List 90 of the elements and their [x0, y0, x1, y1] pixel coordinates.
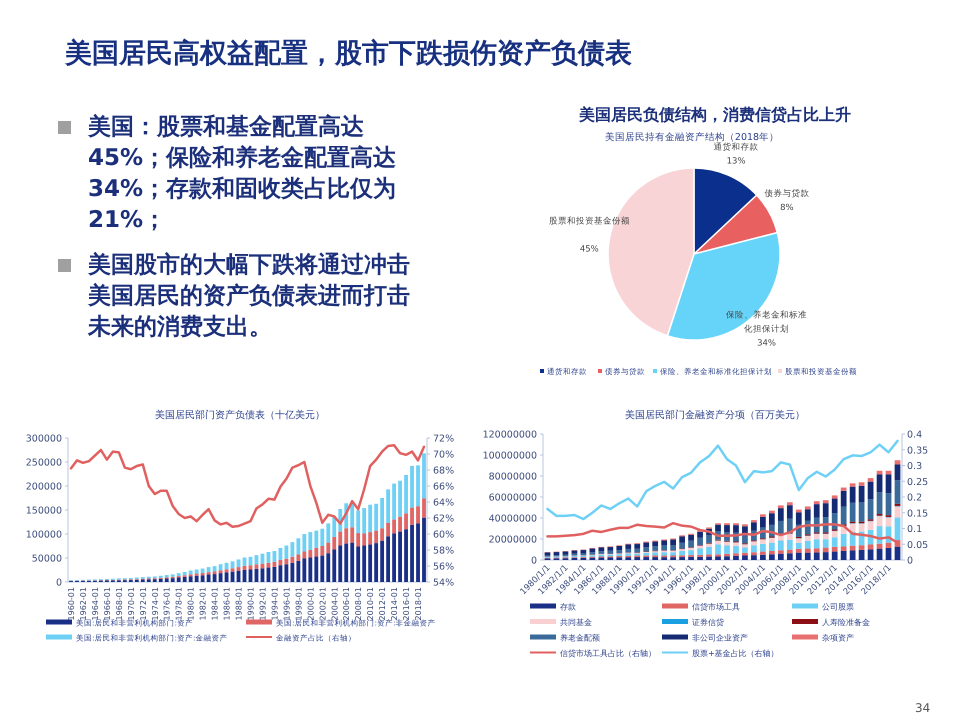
- x-tick-label: 1994-01: [270, 587, 280, 620]
- y2-tick-label: 0.05: [907, 540, 928, 551]
- y2-tick-label: 72%: [433, 434, 454, 444]
- y2-tick-label: 62%: [433, 514, 454, 524]
- y-tick-label: 120000000: [482, 430, 537, 440]
- x-tick-label: 2008-01: [354, 587, 364, 620]
- y-tick-label: 60000000: [488, 492, 537, 504]
- x-tick-label: 1960-01: [66, 587, 76, 620]
- y2-tick-label: 58%: [433, 546, 454, 556]
- legend-label: 杂项资产: [822, 634, 854, 642]
- data-label: 45%: [580, 244, 599, 254]
- x-tick-label: 1970-01: [126, 587, 136, 620]
- x-tick-label: 1966-01: [102, 587, 112, 620]
- x-tick-label: 2010-01: [366, 587, 376, 620]
- y2-tick-label: 68%: [433, 466, 454, 476]
- y-tick-label: 0: [56, 578, 62, 588]
- legend-label: 养老金配额: [560, 634, 600, 642]
- y2-tick-label: 0: [907, 556, 914, 566]
- y-tick-label: 50000: [32, 554, 62, 564]
- y2-tick-label: 70%: [433, 450, 454, 460]
- legend-label: 股票+基金占比（右轴）: [692, 649, 779, 658]
- x-tick-label: 2006-01: [342, 587, 352, 620]
- data-label: 8%: [780, 202, 794, 213]
- y2-tick-label: 0.25: [907, 476, 928, 488]
- text: 美国居民高权益配置，股市下跌损伤资产负债表: [64, 38, 632, 69]
- data-label: 34%: [757, 338, 776, 348]
- y2-tick-label: 0.3: [907, 461, 922, 472]
- chart-title: 美国居民部门金融资产分项（百万美元）: [625, 409, 805, 421]
- data-label: 13%: [726, 156, 746, 167]
- text: 34: [915, 701, 930, 715]
- legend-label: 信贷市场工具占比（右轴）: [560, 649, 656, 658]
- x-tick-label: 2004-01: [330, 587, 340, 620]
- slice-label: 股票和投资基金份额: [548, 215, 630, 226]
- y2-tick-label: 54%: [433, 578, 454, 588]
- y2-tick-label: 66%: [433, 482, 454, 492]
- x-tick-label: 2018-01: [414, 587, 424, 620]
- legend-label: 共同基金: [560, 618, 592, 627]
- x-tick-label: 1986-01: [222, 587, 232, 620]
- y-tick-label: 150000: [26, 506, 62, 516]
- legend-label: 信贷市场工具: [692, 602, 740, 612]
- x-tick-label: 1976-01: [162, 587, 172, 620]
- x-tick-label: 1984-01: [210, 587, 220, 620]
- y-tick-label: 200000: [26, 482, 62, 492]
- y2-tick-label: 0.35: [907, 445, 928, 456]
- slice-label: 通货和存款: [714, 142, 759, 153]
- y-tick-label: 0: [530, 556, 537, 566]
- text: 美国股市的大幅下跌将通过冲击美国居民的资产负债表进而打击未来的消费支出。: [88, 250, 411, 342]
- x-tick-label: 1968-01: [114, 587, 124, 620]
- x-tick-label: 1996-01: [282, 587, 292, 620]
- legend-label: 人寿险准备金: [822, 618, 870, 627]
- legend-label: 非公司企业资产: [692, 634, 748, 642]
- y-tick-label: 300000: [26, 434, 62, 444]
- slice-label: 债券与贷款: [764, 188, 810, 199]
- legend-label: 存款: [560, 602, 576, 612]
- x-tick-label: 2016-01: [402, 587, 412, 620]
- x-tick-label: 1988-01: [234, 587, 244, 620]
- x-tick-label: 2002-01: [318, 587, 328, 620]
- x-tick-label: 1972-01: [138, 587, 148, 620]
- y-tick-label: 40000000: [488, 514, 537, 524]
- x-tick-label: 1998-01: [294, 587, 304, 620]
- slice-label: 保险、养老金和标准化担保计划: [726, 309, 808, 334]
- chart-subtitle: 美国居民持有金融资产结构（2018年）: [604, 131, 780, 143]
- x-tick-label: 1974-01: [150, 587, 160, 620]
- y2-tick-label: 60%: [433, 530, 454, 540]
- x-tick-label: 1982-01: [198, 587, 208, 620]
- x-tick-label: 2000-01: [306, 587, 316, 620]
- text: 美国：股票和基金配置高达45%；保险和养老金配置高达34%；存款和固收类占比仅为21%；: [88, 112, 398, 235]
- y-tick-label: 20000000: [488, 534, 537, 546]
- y-tick-label: 100000: [26, 530, 62, 540]
- x-tick-label: 1992-01: [258, 587, 268, 620]
- x-tick-label: 1964-01: [90, 587, 100, 620]
- x-tick-label: 1962-01: [78, 587, 88, 620]
- x-tick-label: 2014-01: [390, 587, 400, 620]
- y2-tick-label: 0.1: [907, 524, 922, 535]
- x-tick-label: 1980-01: [186, 587, 196, 620]
- y-tick-label: 250000: [26, 458, 62, 468]
- chart-title: 美国居民负债结构，消费信贷占比上升: [578, 105, 851, 124]
- y-tick-label: 100000000: [482, 450, 537, 462]
- y2-tick-label: 0.15: [907, 508, 928, 520]
- y2-tick-label: 56%: [433, 562, 454, 572]
- y2-tick-label: 0.4: [907, 430, 922, 440]
- x-tick-label: 1990-01: [246, 587, 256, 620]
- x-tick-label: 2012-01: [378, 587, 388, 620]
- y-tick-label: 80000000: [488, 472, 537, 482]
- legend-label: 公司股票: [822, 602, 854, 612]
- legend-label: 证券信贷: [692, 618, 724, 627]
- y2-tick-label: 0.2: [907, 492, 922, 504]
- y2-tick-label: 64%: [433, 498, 454, 508]
- chart-title: 美国居民部门资产负债表（十亿美元）: [155, 409, 325, 421]
- x-tick-label: 1978-01: [174, 587, 184, 620]
